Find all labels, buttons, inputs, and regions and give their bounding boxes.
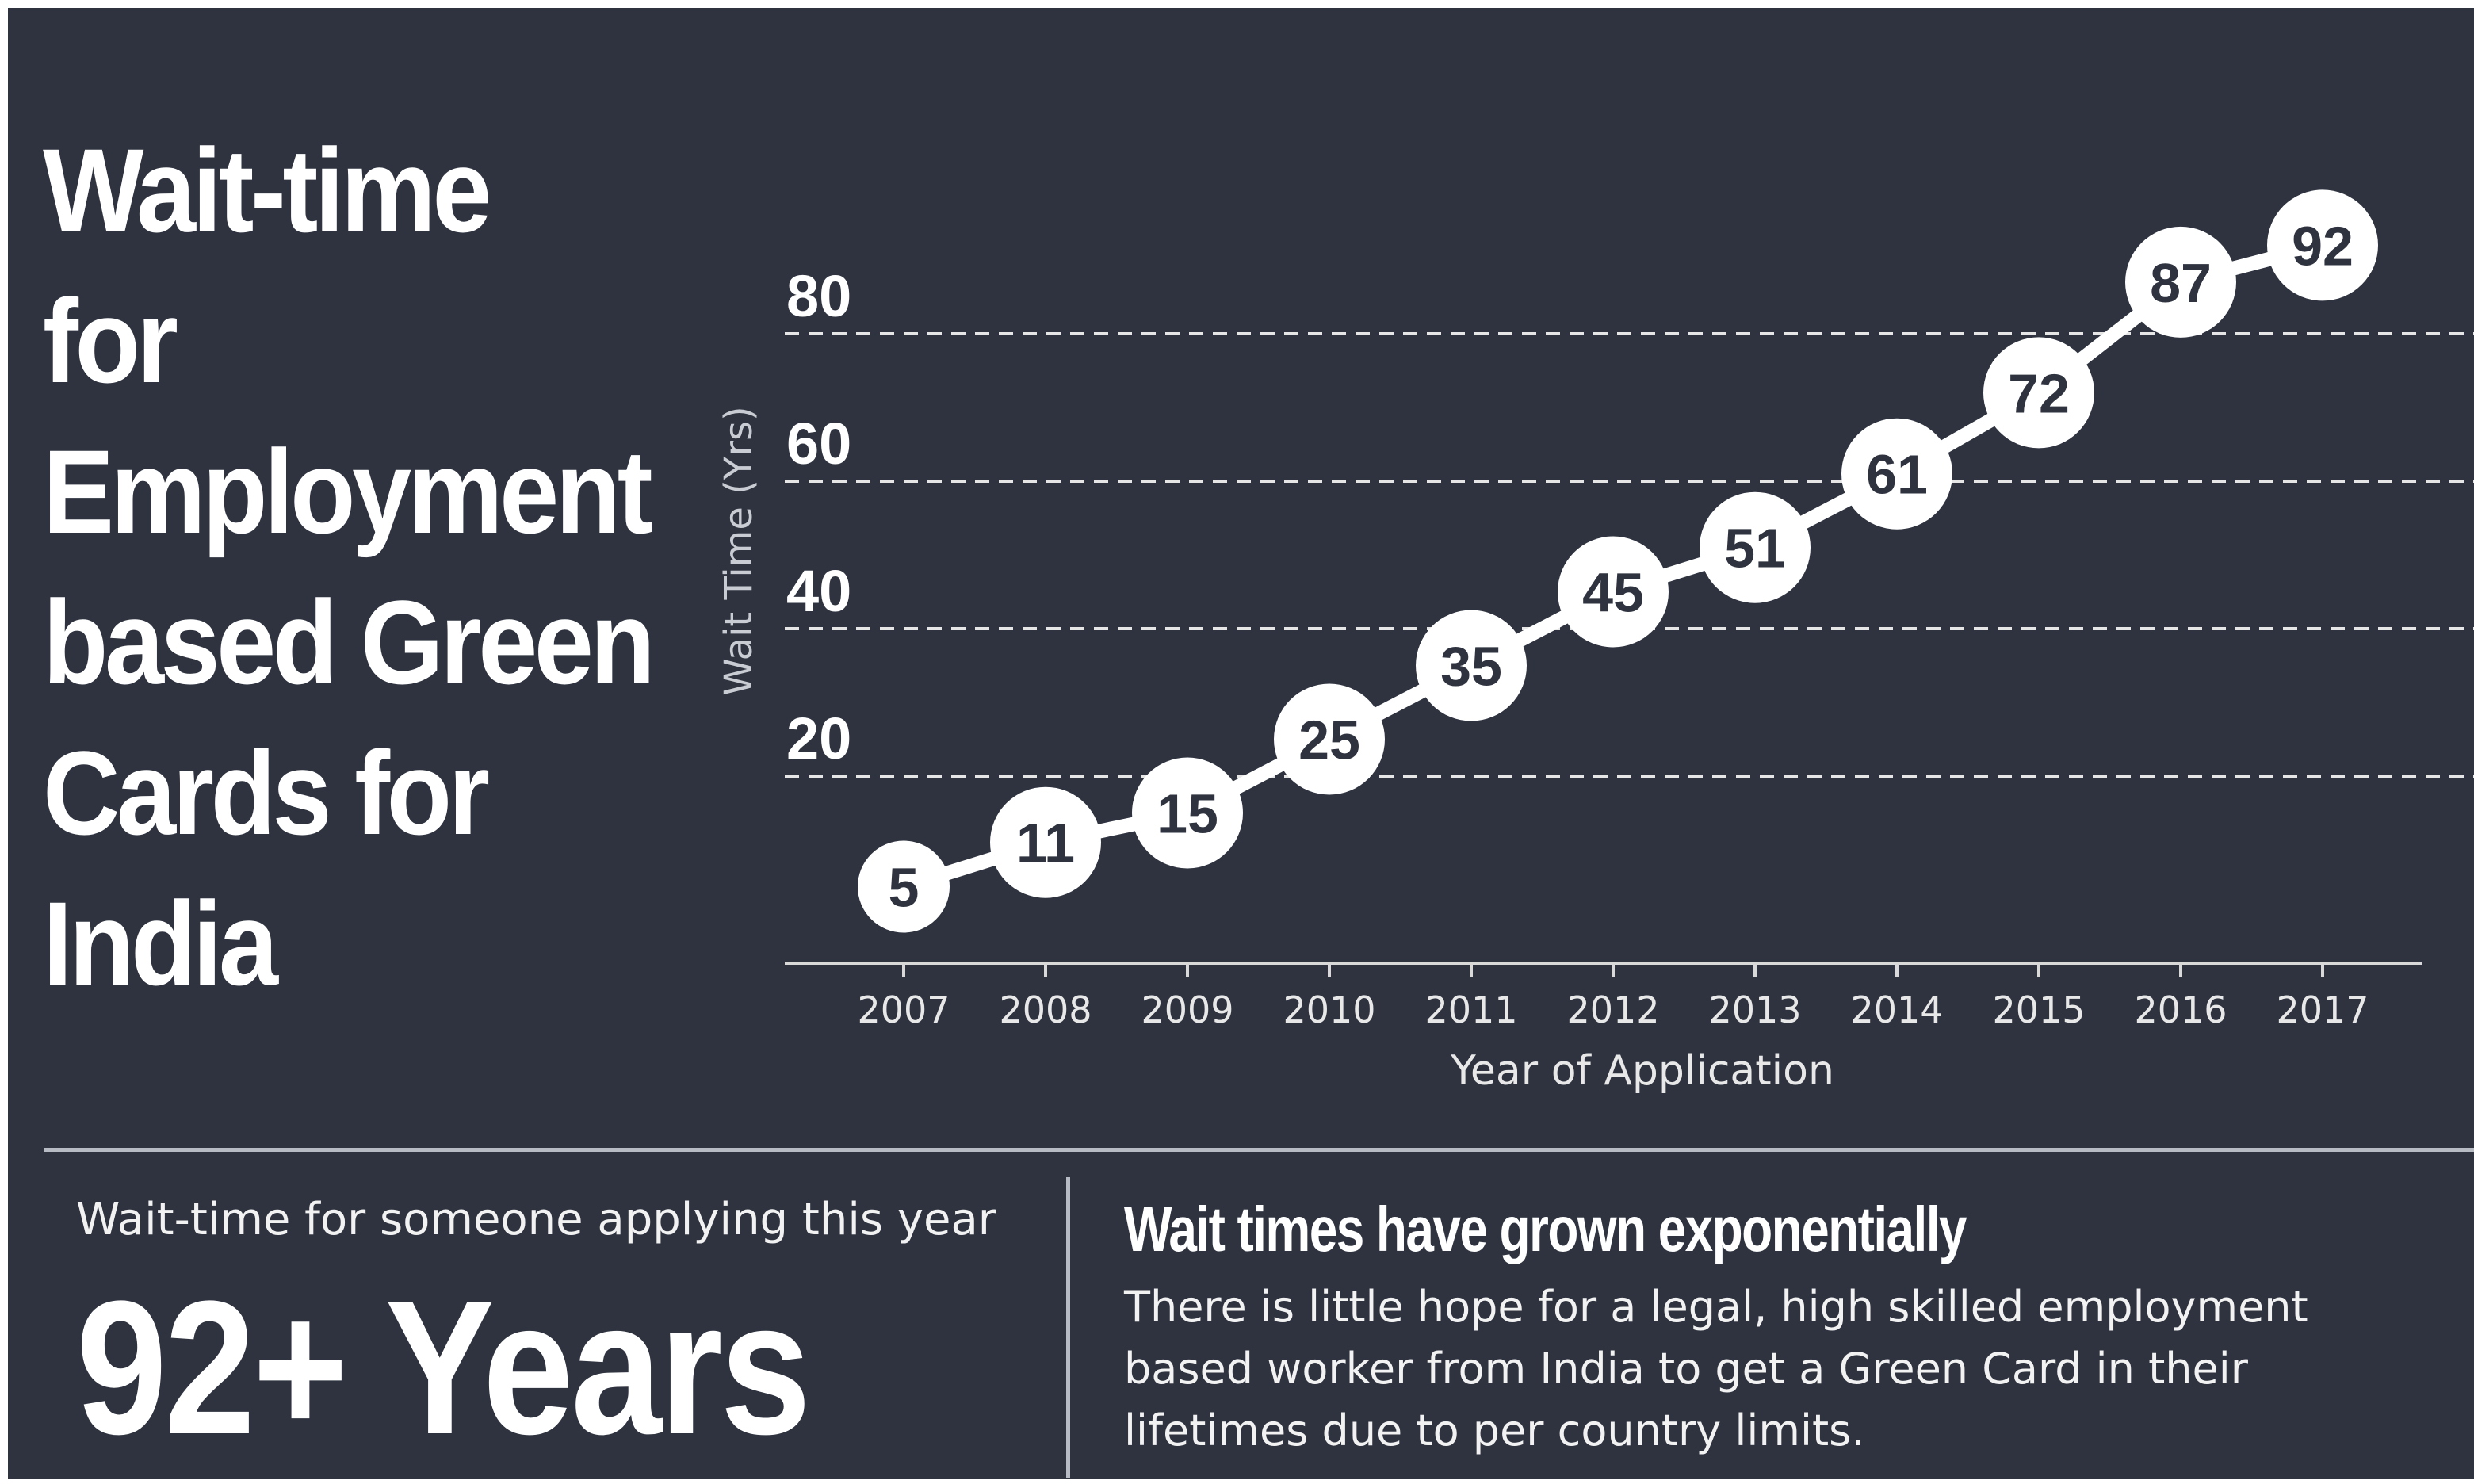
data-label: 35 — [1440, 636, 1502, 698]
data-point — [2267, 189, 2378, 301]
x-tick-label: 2013 — [1708, 989, 1801, 1031]
current-wait-label: Wait-time for someone applying this year — [76, 1194, 996, 1245]
y-tick-label: 20 — [786, 706, 851, 771]
y-tick-label: 60 — [786, 411, 851, 476]
data-label: 87 — [2150, 252, 2212, 314]
data-label: 72 — [2008, 362, 2070, 424]
x-tick-label: 2014 — [1850, 989, 1943, 1031]
data-markers: 5 11 15 25 35 45 51 61 72 87 92 — [858, 189, 2378, 933]
y-tick-label: 40 — [786, 558, 851, 624]
title-line: Cards for — [43, 726, 490, 859]
x-tick-label: 2009 — [1141, 989, 1233, 1031]
title-line: for — [43, 274, 178, 407]
x-tick-label: 2007 — [857, 989, 950, 1031]
y-axis-label: Wait Time (Yrs) — [717, 406, 761, 695]
data-label: 45 — [1582, 562, 1644, 624]
data-point — [1700, 491, 1811, 603]
x-axis-label: Year of Application — [1450, 1047, 1834, 1095]
current-wait-value: 92+ Years — [76, 1261, 811, 1474]
column-divider — [1066, 1177, 1070, 1478]
data-point — [1983, 337, 2094, 449]
note-body: There is little hope for a legal, high s… — [1124, 1282, 2308, 1455]
x-tick-label: 2016 — [2134, 989, 2227, 1031]
data-label: 11 — [1016, 813, 1075, 874]
x-tick-label: 2015 — [1992, 989, 2085, 1031]
note-heading: Wait times have grown exponentially — [1124, 1194, 1967, 1264]
data-point — [1416, 610, 1527, 721]
data-label: 51 — [1724, 518, 1786, 579]
x-tick-label: 2008 — [999, 989, 1092, 1031]
data-label: 15 — [1157, 783, 1218, 845]
data-label: 5 — [889, 857, 920, 919]
data-point — [1558, 536, 1669, 648]
data-point — [1274, 683, 1385, 795]
infographic-panel: Wait-time for Employment based Green Car… — [8, 8, 2474, 1479]
wait-time-line-chart: 20 40 60 80 2007 2008 2009 2010 2011 2012 2013 201… — [717, 189, 2474, 1095]
data-point — [858, 840, 950, 933]
title-line: India — [43, 877, 278, 1010]
infographic-title: Wait-time for Employment based Green Car… — [43, 115, 656, 1019]
x-tick-label: 2017 — [2276, 989, 2369, 1031]
y-tick-labels: 20 40 60 80 — [786, 263, 851, 771]
data-point — [990, 786, 1101, 898]
data-point — [2125, 226, 2236, 338]
title-line: based Green — [43, 576, 656, 709]
x-ticks: 2007 2008 2009 2010 2011 2012 2013 2014 2015 2016… — [857, 963, 2369, 1031]
x-tick-label: 2011 — [1424, 989, 1517, 1031]
x-tick-label: 2012 — [1566, 989, 1659, 1031]
title-line: Wait-time — [43, 124, 491, 257]
section-divider — [44, 1148, 2474, 1152]
y-tick-label: 80 — [786, 263, 851, 329]
title-line: Employment — [43, 425, 653, 558]
data-point — [1841, 418, 1952, 530]
x-tick-label: 2010 — [1283, 989, 1375, 1031]
data-label: 25 — [1298, 709, 1360, 771]
data-label: 92 — [2292, 215, 2354, 277]
data-point — [1132, 757, 1243, 869]
data-label: 61 — [1866, 444, 1928, 506]
